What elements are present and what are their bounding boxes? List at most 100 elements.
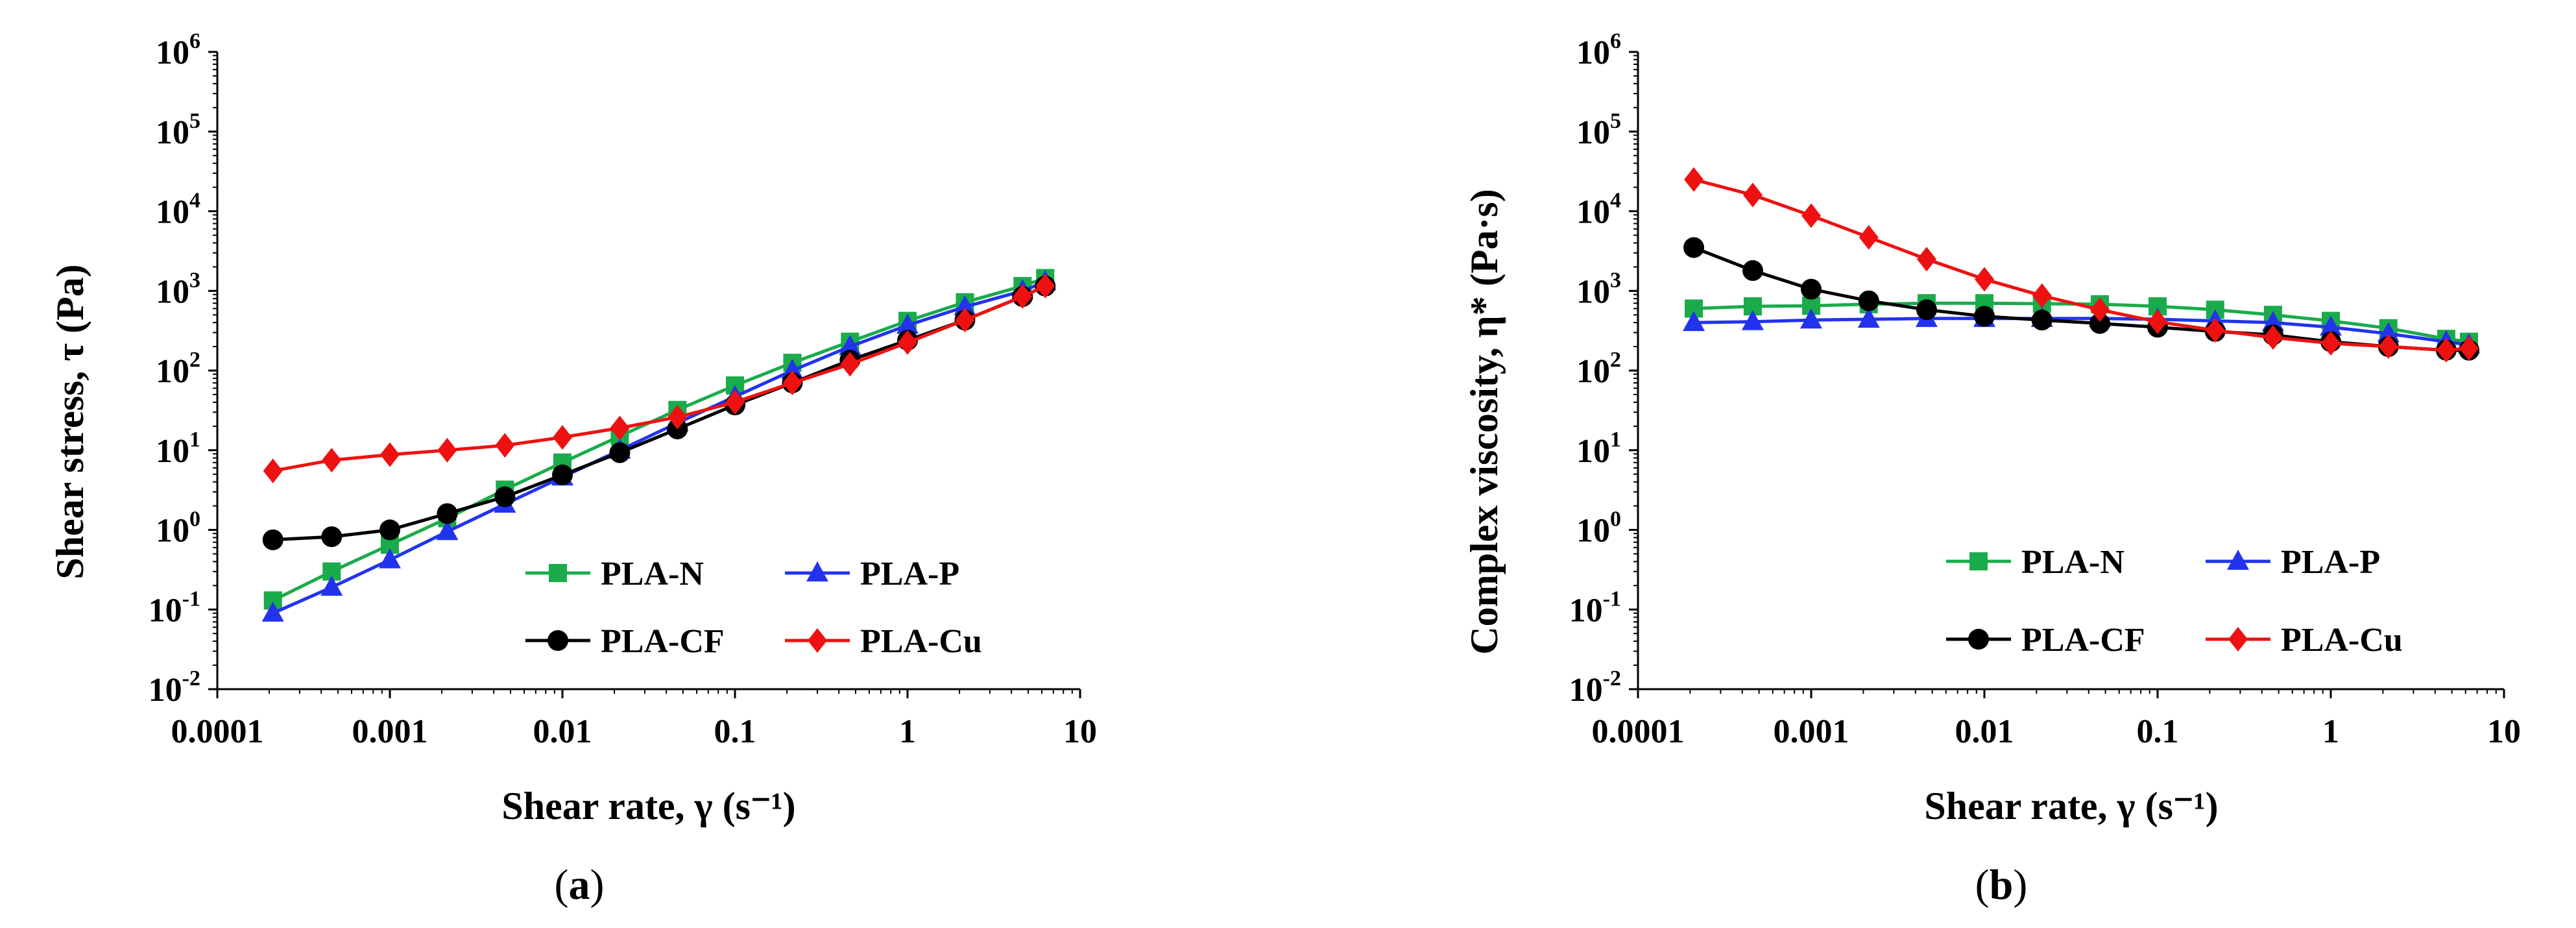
data-point-pla-cu (2089, 297, 2110, 323)
data-point-pla-cf (494, 486, 516, 507)
y-tick-exponent: 3 (1610, 268, 1621, 292)
legend-marker-pla-p (2227, 550, 2249, 570)
data-point-pla-cf (321, 526, 343, 548)
legend-a: PLA-N PLA-P PLA-CF PLA-Cu (525, 556, 982, 660)
data-point-pla-cf (1801, 278, 1822, 300)
x-tick-label: 0.1 (714, 713, 756, 750)
y-tick-exponent: -1 (182, 587, 200, 611)
data-point-pla-p (1857, 308, 1880, 328)
axes-b (1637, 52, 2504, 690)
data-point-pla-p (379, 548, 401, 568)
legend-label-pla-n: PLA-N (2021, 544, 2125, 581)
y-tick-base: 10 (149, 672, 182, 709)
y-tick-exponent: -2 (1603, 666, 1621, 690)
data-point-pla-cu (2263, 325, 2283, 350)
data-point-pla-cu (1742, 182, 1763, 208)
data-point-pla-p (897, 313, 919, 334)
data-point-pla-p (839, 335, 861, 356)
data-point-pla-p (320, 576, 343, 596)
x-tick-label: 10 (1063, 713, 1097, 750)
x-tick-label: 1 (899, 713, 916, 750)
y-tick-label: 103 (156, 268, 200, 310)
data-point-pla-cf (379, 519, 400, 541)
y-axis-label-b: Complex viscosity, η* (Pa·s) (1463, 189, 1506, 654)
y-tick-label: 104 (1576, 189, 1621, 231)
data-point-pla-cu (840, 352, 860, 377)
x-tick-label: 0.001 (1774, 713, 1849, 750)
y-tick-exponent: 1 (1610, 428, 1621, 452)
plot-area-a (261, 269, 1057, 622)
y-tick-exponent: 0 (189, 507, 200, 531)
y-tick-label: 104 (156, 189, 200, 231)
data-point-pla-cu (782, 371, 802, 396)
y-tick-exponent: 2 (189, 348, 200, 372)
data-point-pla-p (781, 359, 804, 379)
y-tick-exponent: 4 (1610, 189, 1621, 213)
x-tick-label: 0.1 (2137, 713, 2179, 750)
y-tick-base: 10 (156, 194, 189, 231)
data-point-pla-cf (1916, 299, 1937, 321)
y-tick-label: 101 (156, 428, 200, 470)
y-tick-exponent: 0 (1610, 507, 1621, 531)
y-tick-base: 10 (149, 592, 182, 629)
data-point-pla-cu (668, 404, 688, 430)
data-point-pla-p (261, 601, 284, 622)
y-tick-label: 101 (1576, 428, 1621, 470)
data-point-pla-cu (495, 433, 515, 458)
y-tick-label: 102 (156, 348, 200, 390)
legend-label-pla-cu: PLA-Cu (860, 623, 982, 660)
y-tick-base: 10 (1576, 273, 1610, 310)
data-point-pla-cu (898, 330, 917, 355)
legend-marker-pla-p (806, 561, 828, 581)
y-tick-base: 10 (1576, 353, 1610, 390)
y-tick-base: 10 (1576, 34, 1610, 71)
data-point-pla-cu (1013, 284, 1033, 309)
y-tick-exponent: 5 (189, 109, 200, 133)
data-point-pla-cu (2378, 334, 2398, 360)
x-tick-label: 10 (2487, 713, 2521, 750)
data-point-pla-cu (263, 458, 283, 483)
panel-caption-a: (a) (555, 861, 605, 909)
data-point-pla-cf (609, 442, 631, 463)
x-tick-label: 0.01 (533, 713, 592, 750)
y-tick-base: 10 (156, 433, 189, 470)
data-point-pla-cu (1916, 247, 1936, 272)
y-tick-exponent: 2 (1610, 348, 1621, 372)
legend-label-pla-cu: PLA-Cu (2281, 622, 2403, 659)
data-point-pla-cu (610, 415, 630, 441)
y-tick-label: 10-2 (149, 666, 200, 709)
data-point-pla-cu (553, 424, 572, 450)
legend-marker-pla-cf (548, 630, 568, 651)
data-point-pla-cu (1859, 225, 1879, 250)
data-point-pla-cu (322, 448, 342, 473)
y-tick-base: 10 (1576, 194, 1610, 231)
y-tick-label: 10-1 (149, 587, 200, 629)
y-tick-label: 103 (1576, 268, 1621, 310)
data-point-pla-cf (262, 529, 283, 550)
y-tick-label: 105 (156, 109, 200, 151)
y-tick-label: 100 (1576, 507, 1621, 550)
data-point-pla-cu (725, 389, 745, 415)
x-axis-label-b: Shear rate, γ (s⁻¹) (1924, 785, 2218, 827)
data-point-pla-p (2377, 322, 2400, 343)
panel-caption-b: (b) (1975, 861, 2028, 909)
x-tick-label: 0.0001 (1592, 713, 1685, 750)
y-tick-base: 10 (1569, 672, 1603, 709)
y-tick-label: 105 (1576, 109, 1621, 151)
data-point-pla-cf (437, 503, 458, 524)
data-point-pla-cu (2148, 309, 2167, 334)
y-tick-base: 10 (156, 513, 189, 550)
series-line-pla-cf (272, 284, 1046, 542)
data-point-pla-cu (1684, 167, 1704, 192)
data-point-pla-cu (380, 442, 400, 467)
y-tick-exponent: 6 (1610, 29, 1621, 53)
plot-area-b (1683, 167, 2481, 363)
data-point-pla-p (1741, 310, 1764, 330)
data-point-pla-cf (1742, 260, 1763, 281)
x-tick-label: 0.01 (1955, 713, 2014, 750)
legend-label-pla-p: PLA-P (2281, 544, 2380, 581)
data-point-pla-cu (1035, 273, 1055, 299)
y-tick-exponent: -1 (1603, 587, 1621, 611)
